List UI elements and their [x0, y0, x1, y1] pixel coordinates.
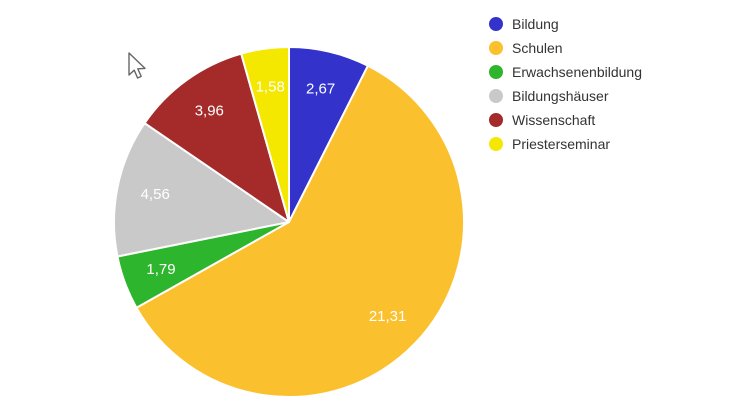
- legend-color-dot-icon: [489, 137, 503, 151]
- pie-slice-priesterseminar[interactable]: [240, 46, 290, 223]
- legend-item-priesterseminar[interactable]: Priesterseminar: [489, 132, 642, 156]
- legend-item-bildungshaeuser[interactable]: Bildungshäuser: [489, 84, 642, 108]
- legend-item-label: Bildungshäuser: [512, 88, 609, 104]
- legend-item-wissenschaft[interactable]: Wissenschaft: [489, 108, 642, 132]
- legend-color-dot-icon: [489, 65, 503, 79]
- legend-color-dot-icon: [489, 41, 503, 55]
- legend-color-dot-icon: [489, 89, 503, 103]
- pie-slice-bildungsh-user[interactable]: [113, 122, 290, 258]
- legend-item-label: Wissenschaft: [512, 112, 596, 128]
- legend-item-label: Erwachsenenbildung: [512, 64, 642, 80]
- legend-item-bildung[interactable]: Bildung: [489, 12, 642, 36]
- legend-item-schulen[interactable]: Schulen: [489, 36, 642, 60]
- chart-legend: Bildung Schulen Erwachsenenbildung Bildu…: [489, 12, 642, 156]
- legend-item-erwachsenenbildung[interactable]: Erwachsenenbildung: [489, 60, 642, 84]
- legend-item-label: Priesterseminar: [512, 136, 611, 152]
- pie-slice-schulen[interactable]: [135, 64, 465, 398]
- legend-color-dot-icon: [489, 17, 503, 31]
- legend-color-dot-icon: [489, 113, 503, 127]
- legend-item-label: Schulen: [512, 40, 563, 56]
- legend-item-label: Bildung: [512, 16, 559, 32]
